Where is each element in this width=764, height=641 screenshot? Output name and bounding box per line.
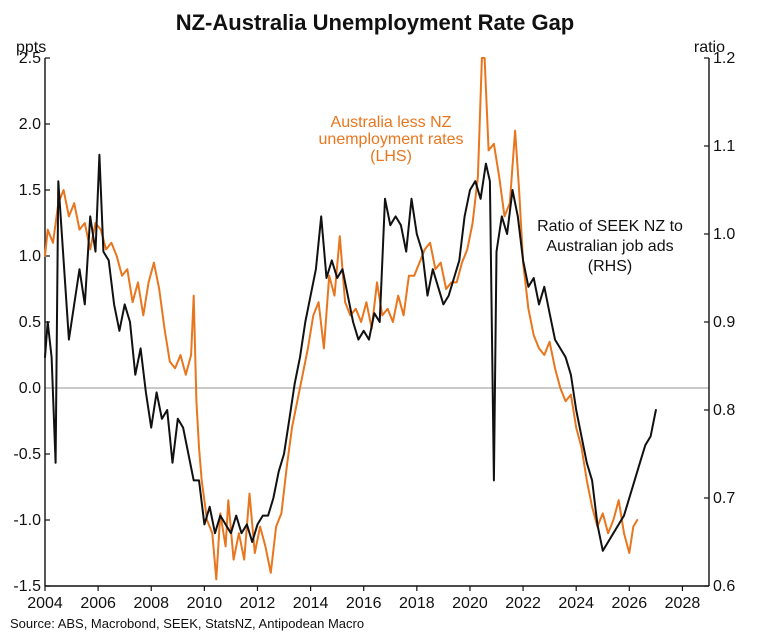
black-annotation-line-1: Ratio of SEEK NZ to — [537, 218, 683, 235]
orange-annotation-line-2: unemployment rates — [319, 131, 464, 148]
left-tick-label: 1.5 — [19, 182, 41, 199]
x-tick-label: 2022 — [505, 595, 541, 612]
orange-annotation-line-1: Australia less NZ — [331, 114, 452, 131]
x-axis-ticks: 2004 2006 2008 2010 2012 2014 2016 2018 2020 2022… — [27, 586, 700, 612]
series-line-seek-ratio — [44, 153, 657, 552]
right-tick-label: 0.6 — [713, 578, 735, 595]
x-tick-label: 2014 — [293, 595, 329, 612]
left-tick-label: -1.0 — [13, 512, 41, 529]
x-tick-label: 2016 — [346, 595, 382, 612]
left-tick-label: 1.0 — [19, 248, 41, 265]
right-tick-label: 0.8 — [713, 402, 735, 419]
series-line-australia-less-nz — [44, 57, 639, 581]
right-axis-ticks: 1.2 1.1 1.0 0.9 0.8 0.7 0.6 — [704, 50, 735, 595]
x-tick-label: 2008 — [133, 595, 169, 612]
x-tick-label: 2006 — [80, 595, 116, 612]
black-annotation-line-2: Australian job ads — [546, 238, 673, 255]
x-tick-label: 2026 — [612, 595, 648, 612]
orange-annotation-line-3: (LHS) — [370, 148, 412, 165]
left-tick-label: 0.0 — [19, 380, 41, 397]
left-tick-label: -0.5 — [13, 446, 41, 463]
x-tick-label: 2020 — [452, 595, 488, 612]
x-tick-label: 2010 — [187, 595, 223, 612]
black-annotation-line-3: (RHS) — [588, 258, 632, 275]
right-tick-label: 1.0 — [713, 226, 735, 243]
x-tick-label: 2024 — [558, 595, 594, 612]
left-tick-label: -1.5 — [13, 578, 41, 595]
x-tick-label: 2012 — [240, 595, 276, 612]
left-axis-unit: ppts — [16, 39, 46, 56]
left-axis-ticks: 2.5 2.0 1.5 1.0 0.5 0.0 -0.5 -1.0 -1.5 — [13, 50, 50, 595]
source-note: Source: ABS, Macrobond, SEEK, StatsNZ, A… — [10, 616, 364, 631]
left-tick-label: 2.0 — [19, 116, 41, 133]
left-tick-label: 0.5 — [19, 314, 41, 331]
chart-title: NZ-Australia Unemployment Rate Gap — [176, 10, 575, 35]
right-tick-label: 1.2 — [713, 50, 735, 67]
right-tick-label: 0.9 — [713, 314, 735, 331]
x-tick-label: 2028 — [665, 595, 701, 612]
right-tick-label: 1.1 — [713, 138, 735, 155]
x-tick-label: 2018 — [399, 595, 435, 612]
right-tick-label: 0.7 — [713, 490, 735, 507]
right-axis-unit: ratio — [694, 39, 725, 56]
series-layer — [44, 57, 657, 581]
x-tick-label: 2004 — [27, 595, 63, 612]
left-tick-label: 2.5 — [19, 50, 41, 67]
